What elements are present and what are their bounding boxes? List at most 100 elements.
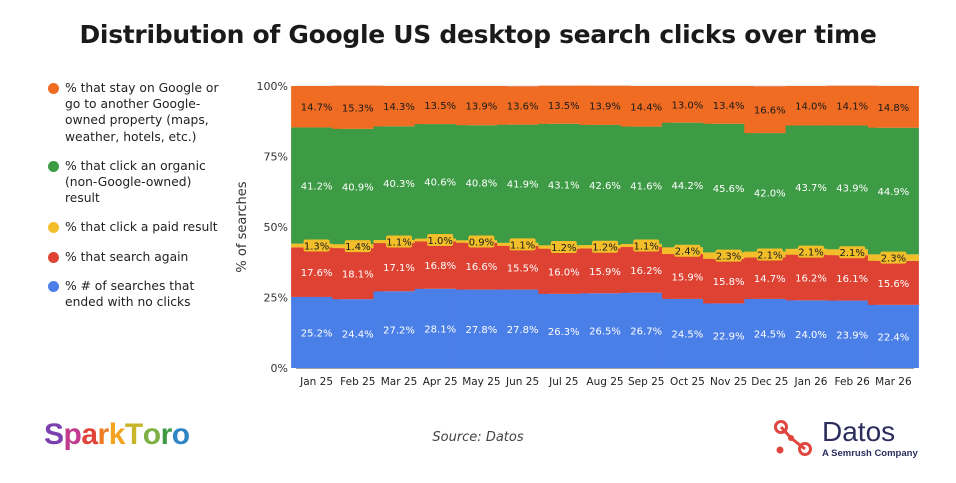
x-tick-label: Feb 26 (835, 376, 871, 388)
bar-organic (867, 127, 919, 255)
legend-item-no_clicks: % # of searches that ended with no click… (48, 278, 228, 310)
datos-logo-name: Datos (822, 416, 896, 447)
data-label-search_again: 17.6% (301, 268, 333, 279)
x-tick-label: Mar 26 (875, 376, 912, 388)
legend-marker (48, 251, 59, 263)
chart: 0% 25% 50% 75% 100% % of searches 25.2% 17.6% 1.… (235, 80, 919, 388)
data-label-organic: 41.2% (301, 182, 333, 193)
y-tick-label: 0% (271, 362, 288, 375)
data-label-organic: 44.2% (672, 181, 704, 192)
data-label-organic: 42.6% (589, 181, 621, 192)
data-label-bg (468, 235, 495, 248)
legend-marker (48, 83, 59, 94)
data-label-paid: 0.9% (469, 238, 494, 249)
data-label-stay_on_google: 14.1% (836, 102, 868, 113)
data-label-no_clicks: 24.4% (342, 330, 374, 341)
data-label-organic: 45.6% (713, 184, 745, 195)
data-label-stay_on_google: 16.6% (754, 106, 786, 117)
data-label-search_again: 16.2% (630, 266, 662, 277)
data-label-search_again: 15.5% (507, 264, 539, 275)
data-label-paid: 1.1% (510, 240, 535, 251)
data-label-no_clicks: 26.7% (630, 326, 662, 337)
data-label-search_again: 15.6% (878, 279, 910, 290)
data-label-no_clicks: 24.0% (795, 330, 827, 341)
legend-label: % # of searches that ended with no click… (65, 278, 195, 310)
x-tick-label: Aug 25 (586, 376, 623, 388)
data-label-stay_on_google: 13.9% (466, 102, 498, 113)
data-label-stay_on_google: 14.8% (878, 103, 910, 114)
legend-item-paid: % that click a paid result (48, 219, 228, 235)
data-label-stay_on_google: 14.3% (383, 102, 415, 113)
data-label-paid: 2.3% (881, 254, 906, 265)
data-label-bg (509, 238, 536, 251)
data-label-organic: 40.9% (342, 183, 374, 194)
data-label-stay_on_google: 13.4% (713, 101, 745, 112)
sparktoro-logo: SparkToro (44, 418, 190, 452)
data-label-search_again: 16.8% (424, 261, 456, 272)
x-tick-label: Dec 25 (751, 376, 788, 388)
data-label-paid: 1.1% (633, 241, 658, 252)
data-label-no_clicks: 28.1% (424, 324, 456, 335)
data-label-bg (756, 248, 783, 261)
data-label-bg (303, 239, 330, 252)
data-label-bg (344, 240, 371, 253)
datos-logo: Datos A Semrush Company (768, 414, 928, 464)
y-tick-label: 25% (264, 292, 288, 305)
data-label-no_clicks: 23.9% (836, 330, 868, 341)
data-label-stay_on_google: 15.3% (342, 103, 374, 114)
data-label-no_clicks: 27.8% (507, 325, 539, 336)
data-label-paid: 1.0% (427, 236, 452, 247)
data-label-paid: 2.1% (757, 250, 782, 261)
x-tick-label: Apr 25 (423, 376, 458, 388)
data-label-organic: 40.3% (383, 179, 415, 190)
x-tick-label: Sep 25 (628, 376, 665, 388)
data-label-paid: 2.4% (675, 247, 700, 258)
data-label-stay_on_google: 13.5% (548, 101, 580, 112)
data-label-paid: 1.3% (304, 241, 329, 252)
data-label-search_again: 14.7% (754, 274, 786, 285)
data-label-paid: 1.4% (345, 242, 370, 253)
data-label-search_again: 18.1% (342, 270, 374, 281)
x-tick-label: Jun 25 (505, 376, 539, 388)
sparktoro-logo-letter: a (81, 418, 98, 451)
data-label-bg (386, 235, 412, 248)
data-label-bg (674, 244, 701, 257)
x-tick-label: Oct 25 (670, 376, 705, 388)
data-label-bg (550, 241, 577, 254)
legend: % that stay on Google or go to another G… (48, 80, 228, 323)
data-label-stay_on_google: 14.7% (301, 103, 333, 114)
data-label-stay_on_google: 14.4% (630, 102, 662, 113)
data-label-no_clicks: 27.2% (383, 326, 415, 337)
data-label-no_clicks: 27.8% (466, 325, 498, 336)
data-label-paid: 2.3% (716, 252, 741, 263)
data-label-search_again: 16.1% (836, 274, 868, 285)
sparktoro-logo-letter: r (97, 418, 110, 451)
data-label-organic: 40.8% (466, 179, 498, 190)
data-label-organic: 42.0% (754, 188, 786, 199)
data-label-bg (715, 249, 742, 262)
y-tick-label: 50% (264, 221, 288, 234)
data-label-search_again: 15.9% (589, 267, 621, 278)
data-label-stay_on_google: 13.6% (507, 101, 539, 112)
data-label-bg (427, 233, 454, 246)
sparktoro-logo-letter: p (63, 418, 82, 451)
data-label-no_clicks: 22.4% (878, 332, 910, 343)
data-label-search_again: 16.2% (795, 273, 827, 284)
data-label-paid: 1.2% (551, 243, 576, 254)
x-tick-label: Jul 25 (548, 376, 578, 388)
sparktoro-logo-letter: o (171, 418, 190, 451)
x-tick-label: Feb 25 (340, 376, 375, 388)
legend-marker (48, 280, 59, 292)
data-label-bg (633, 239, 660, 252)
data-label-paid: 1.1% (386, 238, 411, 249)
data-label-stay_on_google: 13.5% (424, 101, 456, 112)
data-label-bg (798, 245, 824, 258)
data-label-stay_on_google: 13.9% (589, 101, 621, 112)
chart-title: Distribution of Google US desktop search… (79, 20, 877, 49)
data-label-organic: 43.7% (795, 183, 827, 194)
data-label-paid: 1.2% (592, 243, 617, 254)
legend-label: % that search again (65, 249, 189, 264)
data-label-no_clicks: 25.2% (301, 328, 333, 339)
data-label-organic: 41.9% (507, 180, 539, 191)
legend-label: % that stay on Google or go to another G… (65, 81, 219, 144)
